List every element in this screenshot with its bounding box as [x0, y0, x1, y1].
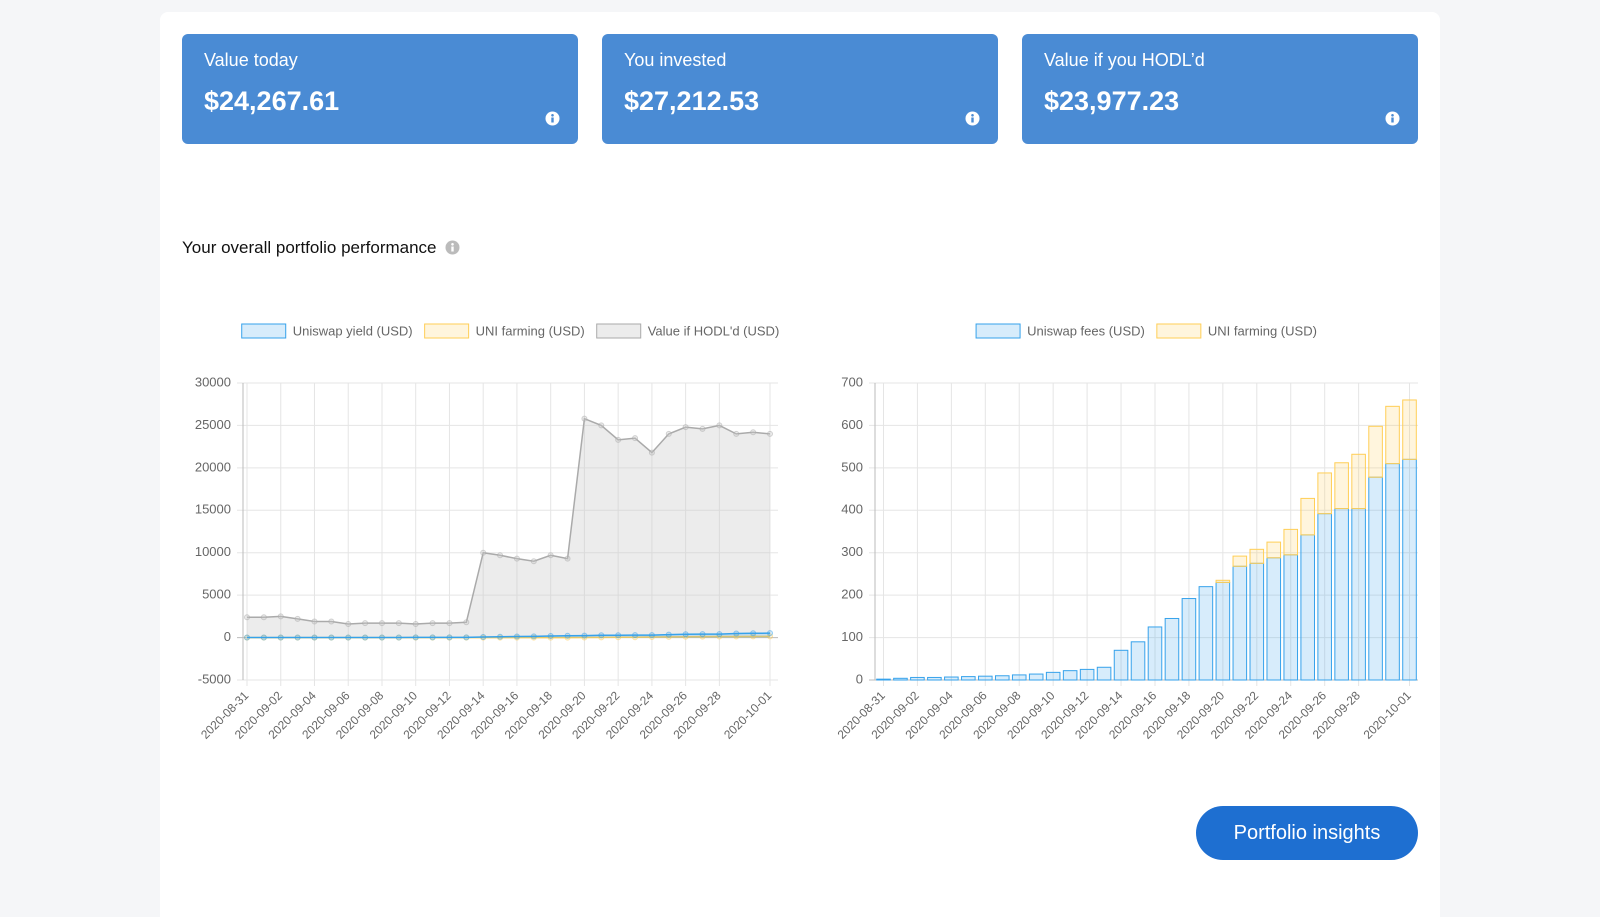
info-icon[interactable] — [965, 111, 980, 126]
stat-card: Value if you HODL’d $23,977.23 — [1022, 34, 1418, 144]
stat-card: You invested $27,212.53 — [602, 34, 998, 144]
card-label: Value today — [204, 50, 298, 70]
section-title: Your overall portfolio performance — [182, 238, 460, 258]
stat-card: Value today $24,267.61 — [182, 34, 578, 144]
section-title-text: Your overall portfolio performance — [182, 238, 437, 257]
info-icon[interactable] — [1385, 111, 1400, 126]
insights-button[interactable]: Portfolio insights — [1196, 806, 1418, 860]
panel: Value today $24,267.61 You invested $27,… — [160, 12, 1440, 917]
info-icon[interactable] — [445, 240, 460, 255]
card-value: $24,267.61 — [204, 86, 340, 116]
card-value: $23,977.23 — [1044, 86, 1180, 116]
card-label: Value if you HODL’d — [1044, 50, 1205, 70]
card-value: $27,212.53 — [624, 86, 760, 116]
info-icon[interactable] — [545, 111, 560, 126]
card-label: You invested — [624, 50, 727, 70]
